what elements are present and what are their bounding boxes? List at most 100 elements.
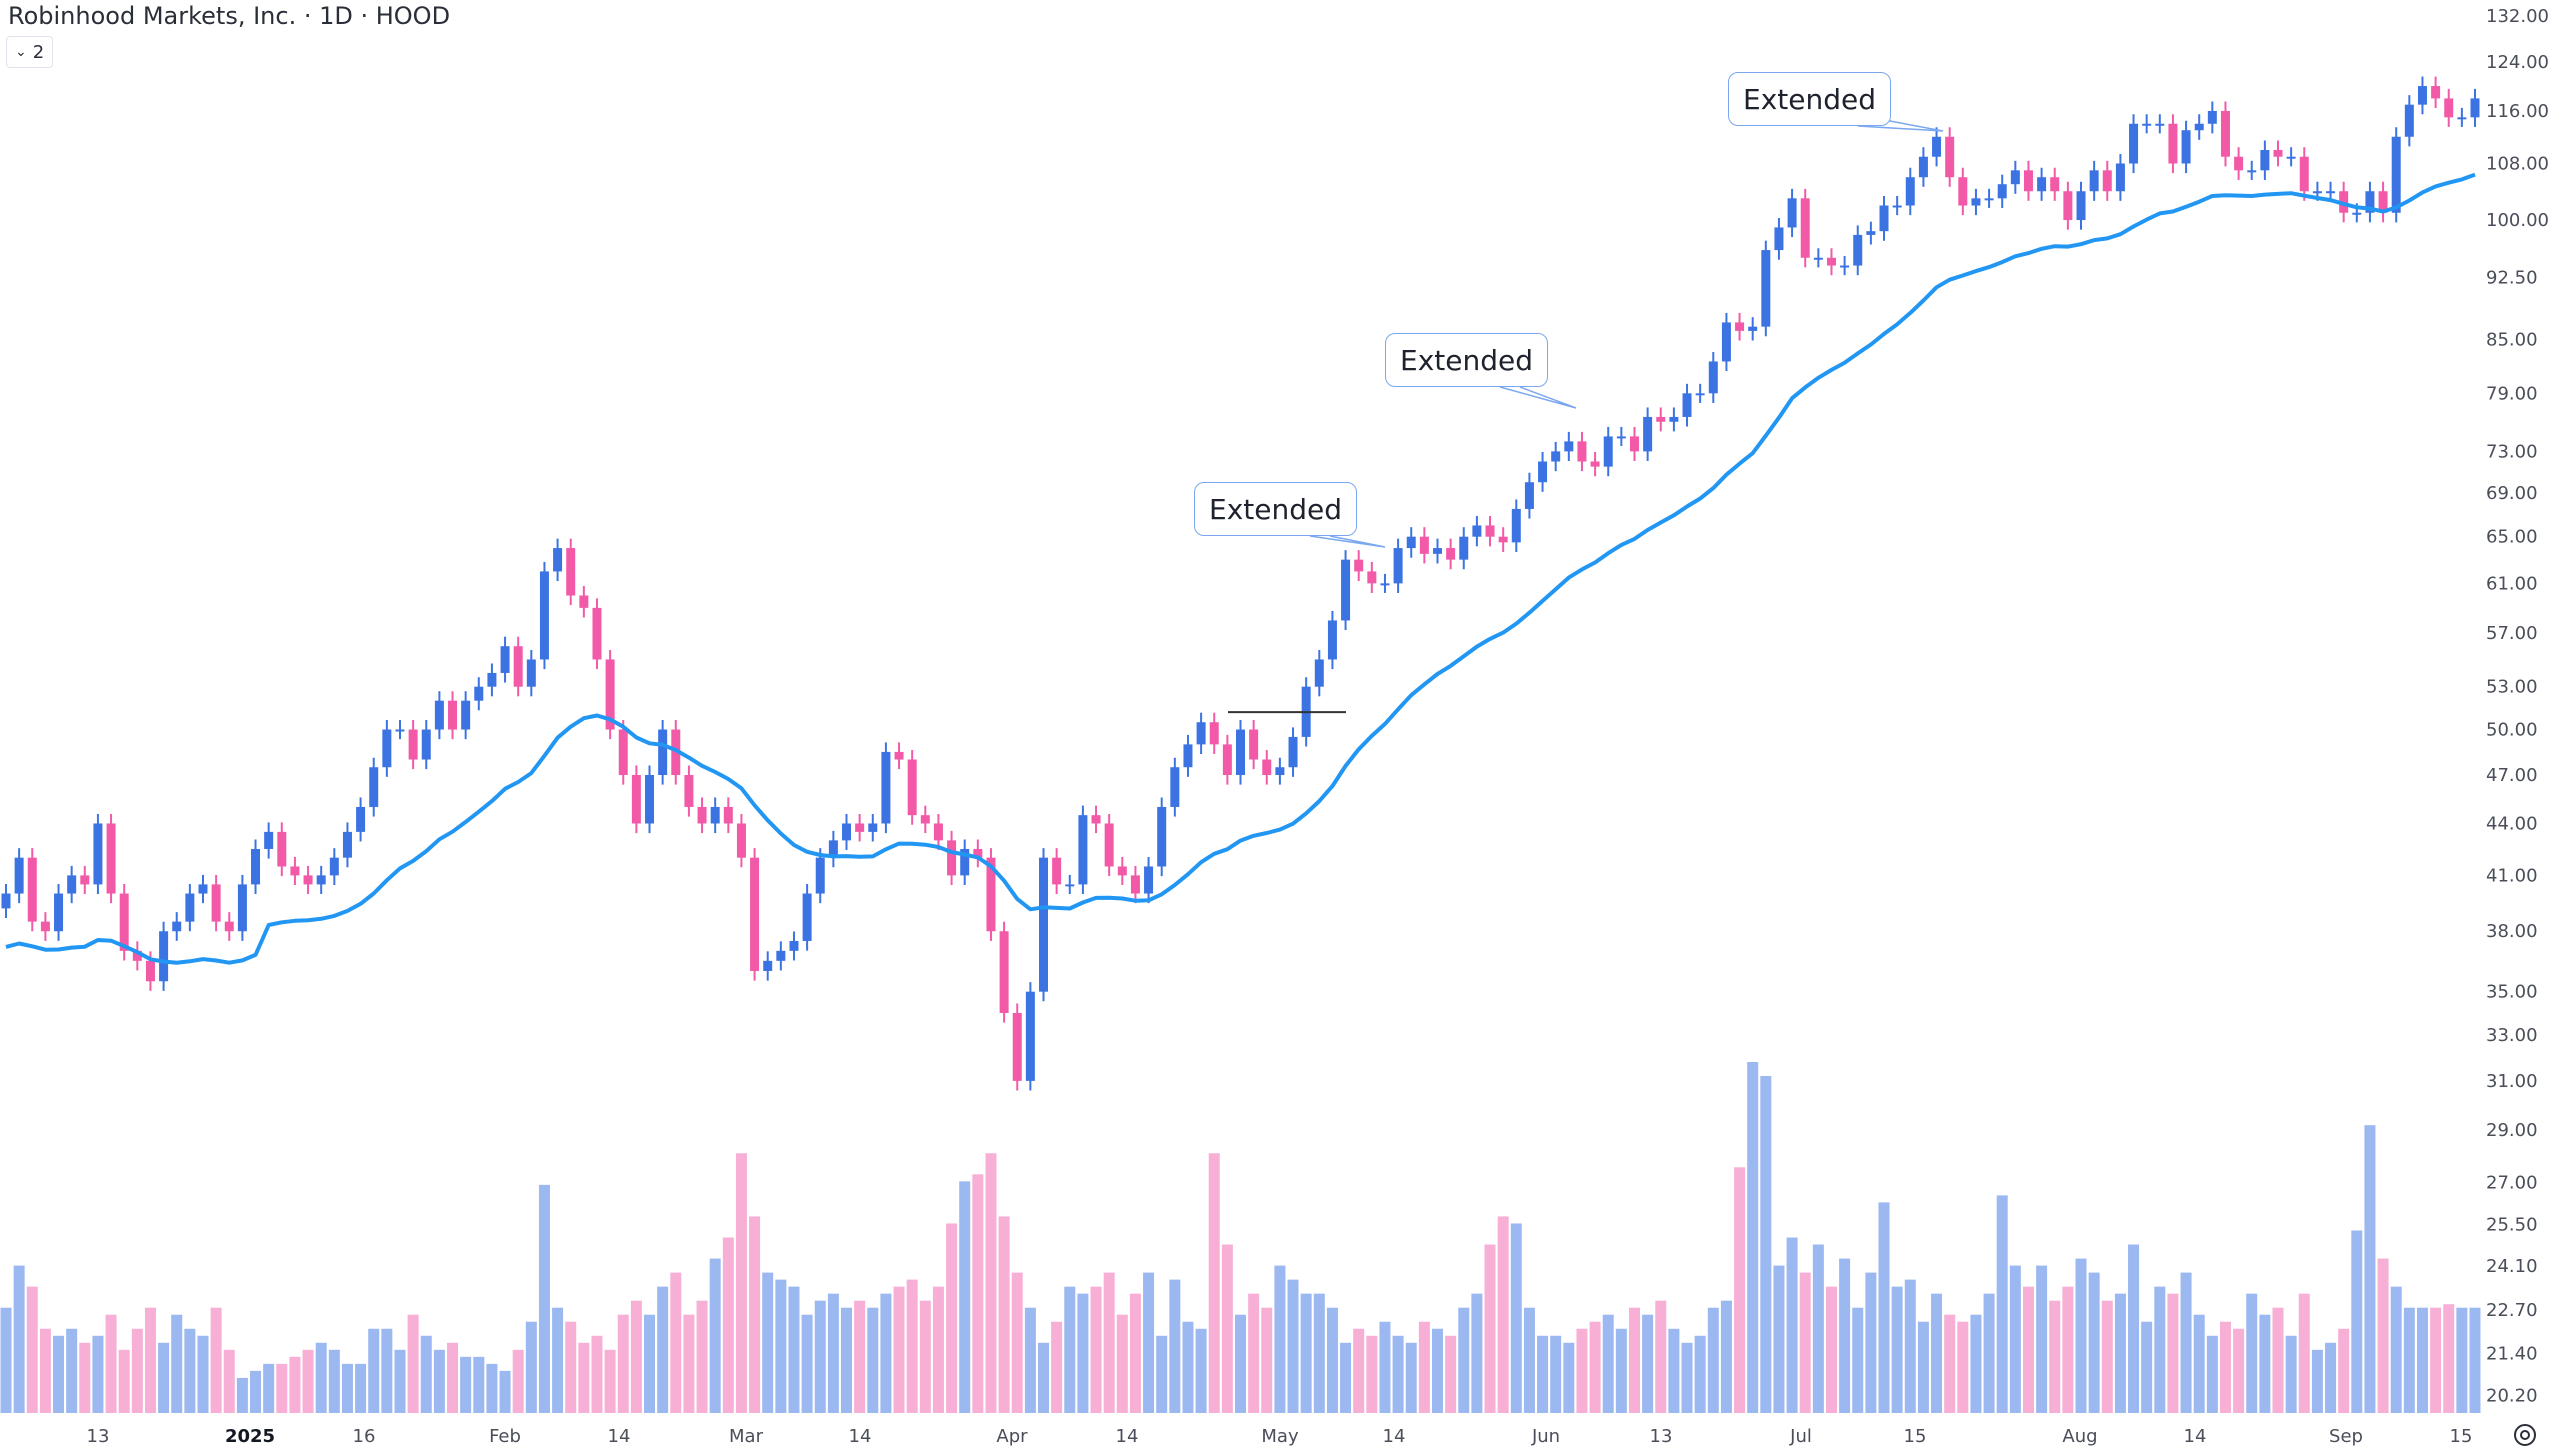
- volume-bar: [880, 1293, 892, 1413]
- settings-icon[interactable]: [2512, 1422, 2538, 1448]
- volume-bar: [1497, 1216, 1509, 1413]
- volume-bar: [1523, 1307, 1535, 1413]
- candle-body: [395, 729, 405, 732]
- volume-bar: [341, 1363, 353, 1413]
- volume-bar: [2193, 1314, 2205, 1413]
- candle: [2115, 153, 2125, 201]
- candle: [1695, 383, 1705, 403]
- volume-bar: [420, 1335, 432, 1413]
- candle: [1380, 573, 1390, 593]
- candle-body: [526, 659, 536, 687]
- candle: [185, 884, 195, 932]
- candle-body: [723, 806, 733, 824]
- price-axis[interactable]: 132.00 124.00 116.00 108.00 100.00 92.50 85.00…: [2486, 6, 2549, 1407]
- candle: [2129, 114, 2139, 174]
- candle: [106, 813, 116, 904]
- price-tick-label: 69.00: [2486, 483, 2538, 504]
- candle: [1774, 217, 1784, 260]
- volume-bar: [1431, 1328, 1443, 1413]
- volume-bar: [2390, 1286, 2402, 1413]
- candle: [1446, 538, 1456, 570]
- volume-bar: [1445, 1335, 1457, 1413]
- candle-body: [1472, 525, 1482, 537]
- volume-bar: [2272, 1307, 2284, 1413]
- extended-callout-1[interactable]: Extended: [1194, 482, 1357, 536]
- volume-bar: [2456, 1307, 2468, 1413]
- volume-bar: [1077, 1293, 1089, 1413]
- candle: [973, 839, 983, 868]
- volume-bar: [66, 1328, 78, 1413]
- candle-body: [1078, 815, 1088, 885]
- volume-bar: [2377, 1258, 2389, 1413]
- candle: [1787, 188, 1797, 238]
- candle: [881, 742, 891, 834]
- date-tick-label: May: [1261, 1426, 1299, 1447]
- candle-body: [2378, 191, 2388, 213]
- candle-body: [2181, 130, 2191, 164]
- candle: [1761, 240, 1771, 337]
- volume-bars: [0, 1062, 2481, 1413]
- candle: [1866, 221, 1876, 245]
- candle: [1196, 712, 1206, 754]
- chevron-down-icon: ⌄: [15, 44, 27, 60]
- volume-bar: [1786, 1237, 1798, 1413]
- price-tick-label: 29.00: [2486, 1120, 2538, 1141]
- volume-bar: [2101, 1300, 2113, 1413]
- volume-bar: [79, 1342, 91, 1413]
- candle-body: [224, 921, 234, 932]
- candle: [2142, 114, 2152, 134]
- extended-callout-3[interactable]: Extended: [1728, 72, 1891, 126]
- volume-bar: [131, 1328, 143, 1413]
- price-tick-label: 124.00: [2486, 52, 2549, 73]
- candle: [1275, 757, 1285, 785]
- volume-bar: [1405, 1342, 1417, 1413]
- volume-bar: [118, 1349, 130, 1413]
- candle: [80, 865, 90, 895]
- candle-body: [1288, 736, 1298, 768]
- candle-body: [1616, 436, 1626, 439]
- volume-bar: [1182, 1321, 1194, 1413]
- volume-bar: [2416, 1307, 2428, 1413]
- candle: [947, 830, 957, 886]
- legend-toggle-button[interactable]: ⌄ 2: [6, 36, 54, 68]
- candle-body: [763, 960, 773, 971]
- volume-bar: [447, 1342, 459, 1413]
- candle-body: [1774, 227, 1784, 251]
- candle-body: [54, 893, 64, 932]
- time-axis[interactable]: 13 2025 16 Feb 14 Mar 14 Apr 14 May 14 Jun 13 Jul 15 Au…: [87, 1426, 2473, 1447]
- candle: [316, 865, 326, 895]
- volume-bar: [2206, 1335, 2218, 1413]
- volume-bar: [552, 1307, 564, 1413]
- candle-body: [1853, 234, 1863, 266]
- volume-bar: [263, 1363, 275, 1413]
- candle: [1590, 452, 1600, 477]
- volume-bar: [236, 1377, 248, 1413]
- candle-body: [1065, 884, 1075, 887]
- volume-bar: [2311, 1349, 2323, 1413]
- volume-bar: [565, 1321, 577, 1413]
- extended-callout-2[interactable]: Extended: [1385, 333, 1548, 387]
- volume-bar: [2167, 1293, 2179, 1413]
- volume-bar: [1038, 1342, 1050, 1413]
- volume-bar: [1484, 1244, 1496, 1413]
- candle: [1039, 848, 1049, 1002]
- price-tick-label: 41.00: [2486, 865, 2538, 886]
- candle-body: [868, 823, 878, 832]
- price-tick-label: 61.00: [2486, 573, 2538, 594]
- volume-bar: [2022, 1286, 2034, 1413]
- candle: [907, 750, 917, 825]
- candle: [1564, 431, 1574, 461]
- candle-body: [2142, 123, 2152, 126]
- price-tick-label: 50.00: [2486, 720, 2538, 741]
- candle-body: [2299, 156, 2309, 192]
- volume-bar: [985, 1153, 997, 1413]
- volume-bar: [906, 1279, 918, 1413]
- volume-bar: [394, 1349, 406, 1413]
- date-tick-label: Mar: [729, 1426, 764, 1447]
- candle: [828, 830, 838, 868]
- candle: [2076, 181, 2086, 230]
- candle: [14, 848, 24, 904]
- candle: [1393, 538, 1403, 593]
- candle-body: [316, 875, 326, 885]
